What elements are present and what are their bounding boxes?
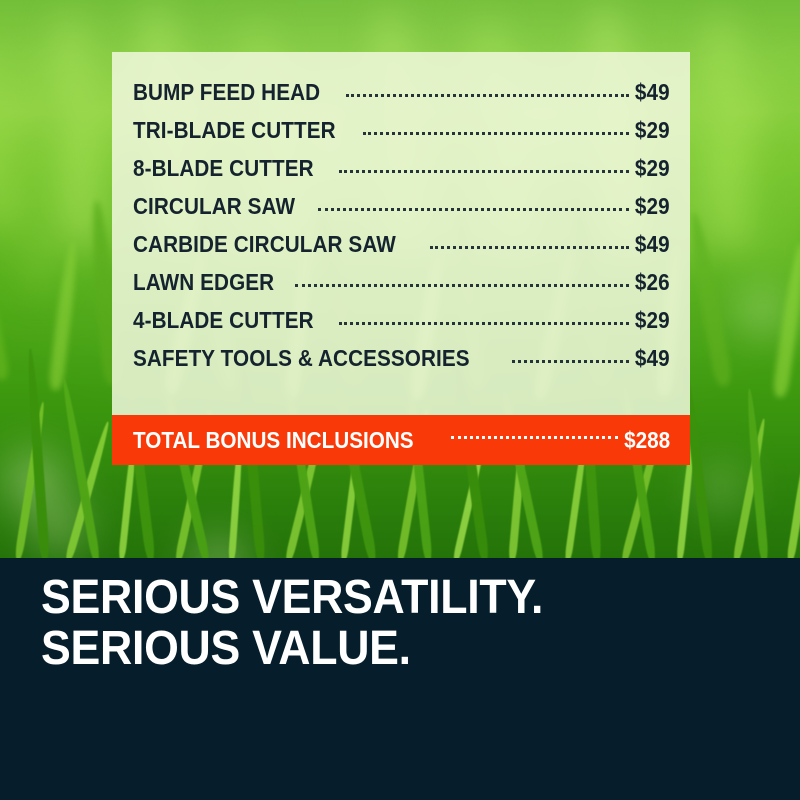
list-item: 4-BLADE CUTTER $29 [112,307,690,345]
dot-leader [512,360,630,363]
dot-leader [346,94,630,97]
list-item: TRI-BLADE CUTTER $29 [112,117,690,155]
inclusions-list: BUMP FEED HEAD $49 TRI-BLADE CUTTER $29 … [112,52,690,383]
item-price: $26 [635,269,670,295]
item-price: $29 [635,307,670,333]
item-price: $49 [635,79,670,105]
dot-leader [338,322,630,325]
footer-band [0,558,800,800]
item-price: $49 [635,231,670,257]
list-item: SAFETY TOOLS & ACCESSORIES $49 [112,345,690,383]
total-price: $288 [623,426,670,453]
footer-headline: SERIOUS VERSATILITY. SERIOUS VALUE. [41,572,581,674]
item-label: 4-BLADE CUTTER [133,307,314,333]
dot-leader [338,170,630,173]
headline-line-2: SERIOUS VALUE. [41,622,411,675]
dot-leader [450,435,618,439]
item-price: $49 [635,345,670,371]
item-label: TRI-BLADE CUTTER [133,117,336,143]
item-price: $29 [635,193,670,219]
item-label: LAWN EDGER [133,269,275,295]
dot-leader [430,246,630,249]
list-item: BUMP FEED HEAD $49 [112,79,690,117]
list-item: CIRCULAR SAW $29 [112,193,690,231]
item-label: 8-BLADE CUTTER [133,155,314,181]
headline-line-1: SERIOUS VERSATILITY. [41,571,544,624]
item-price: $29 [635,155,670,181]
item-label: BUMP FEED HEAD [133,79,321,105]
list-item: LAWN EDGER $26 [112,269,690,307]
total-bonus-bar: TOTAL BONUS INCLUSIONS $288 [112,415,690,465]
dot-leader [318,208,630,211]
item-label: CIRCULAR SAW [133,193,296,219]
total-label: TOTAL BONUS INCLUSIONS [133,426,414,453]
dot-leader [294,284,630,287]
bonus-inclusions-panel: BUMP FEED HEAD $49 TRI-BLADE CUTTER $29 … [112,52,690,415]
list-item: 8-BLADE CUTTER $29 [112,155,690,193]
list-item: CARBIDE CIRCULAR SAW $49 [112,231,690,269]
item-label: CARBIDE CIRCULAR SAW [133,231,396,257]
item-label: SAFETY TOOLS & ACCESSORIES [133,345,470,371]
dot-leader [363,132,630,135]
item-price: $29 [635,117,670,143]
